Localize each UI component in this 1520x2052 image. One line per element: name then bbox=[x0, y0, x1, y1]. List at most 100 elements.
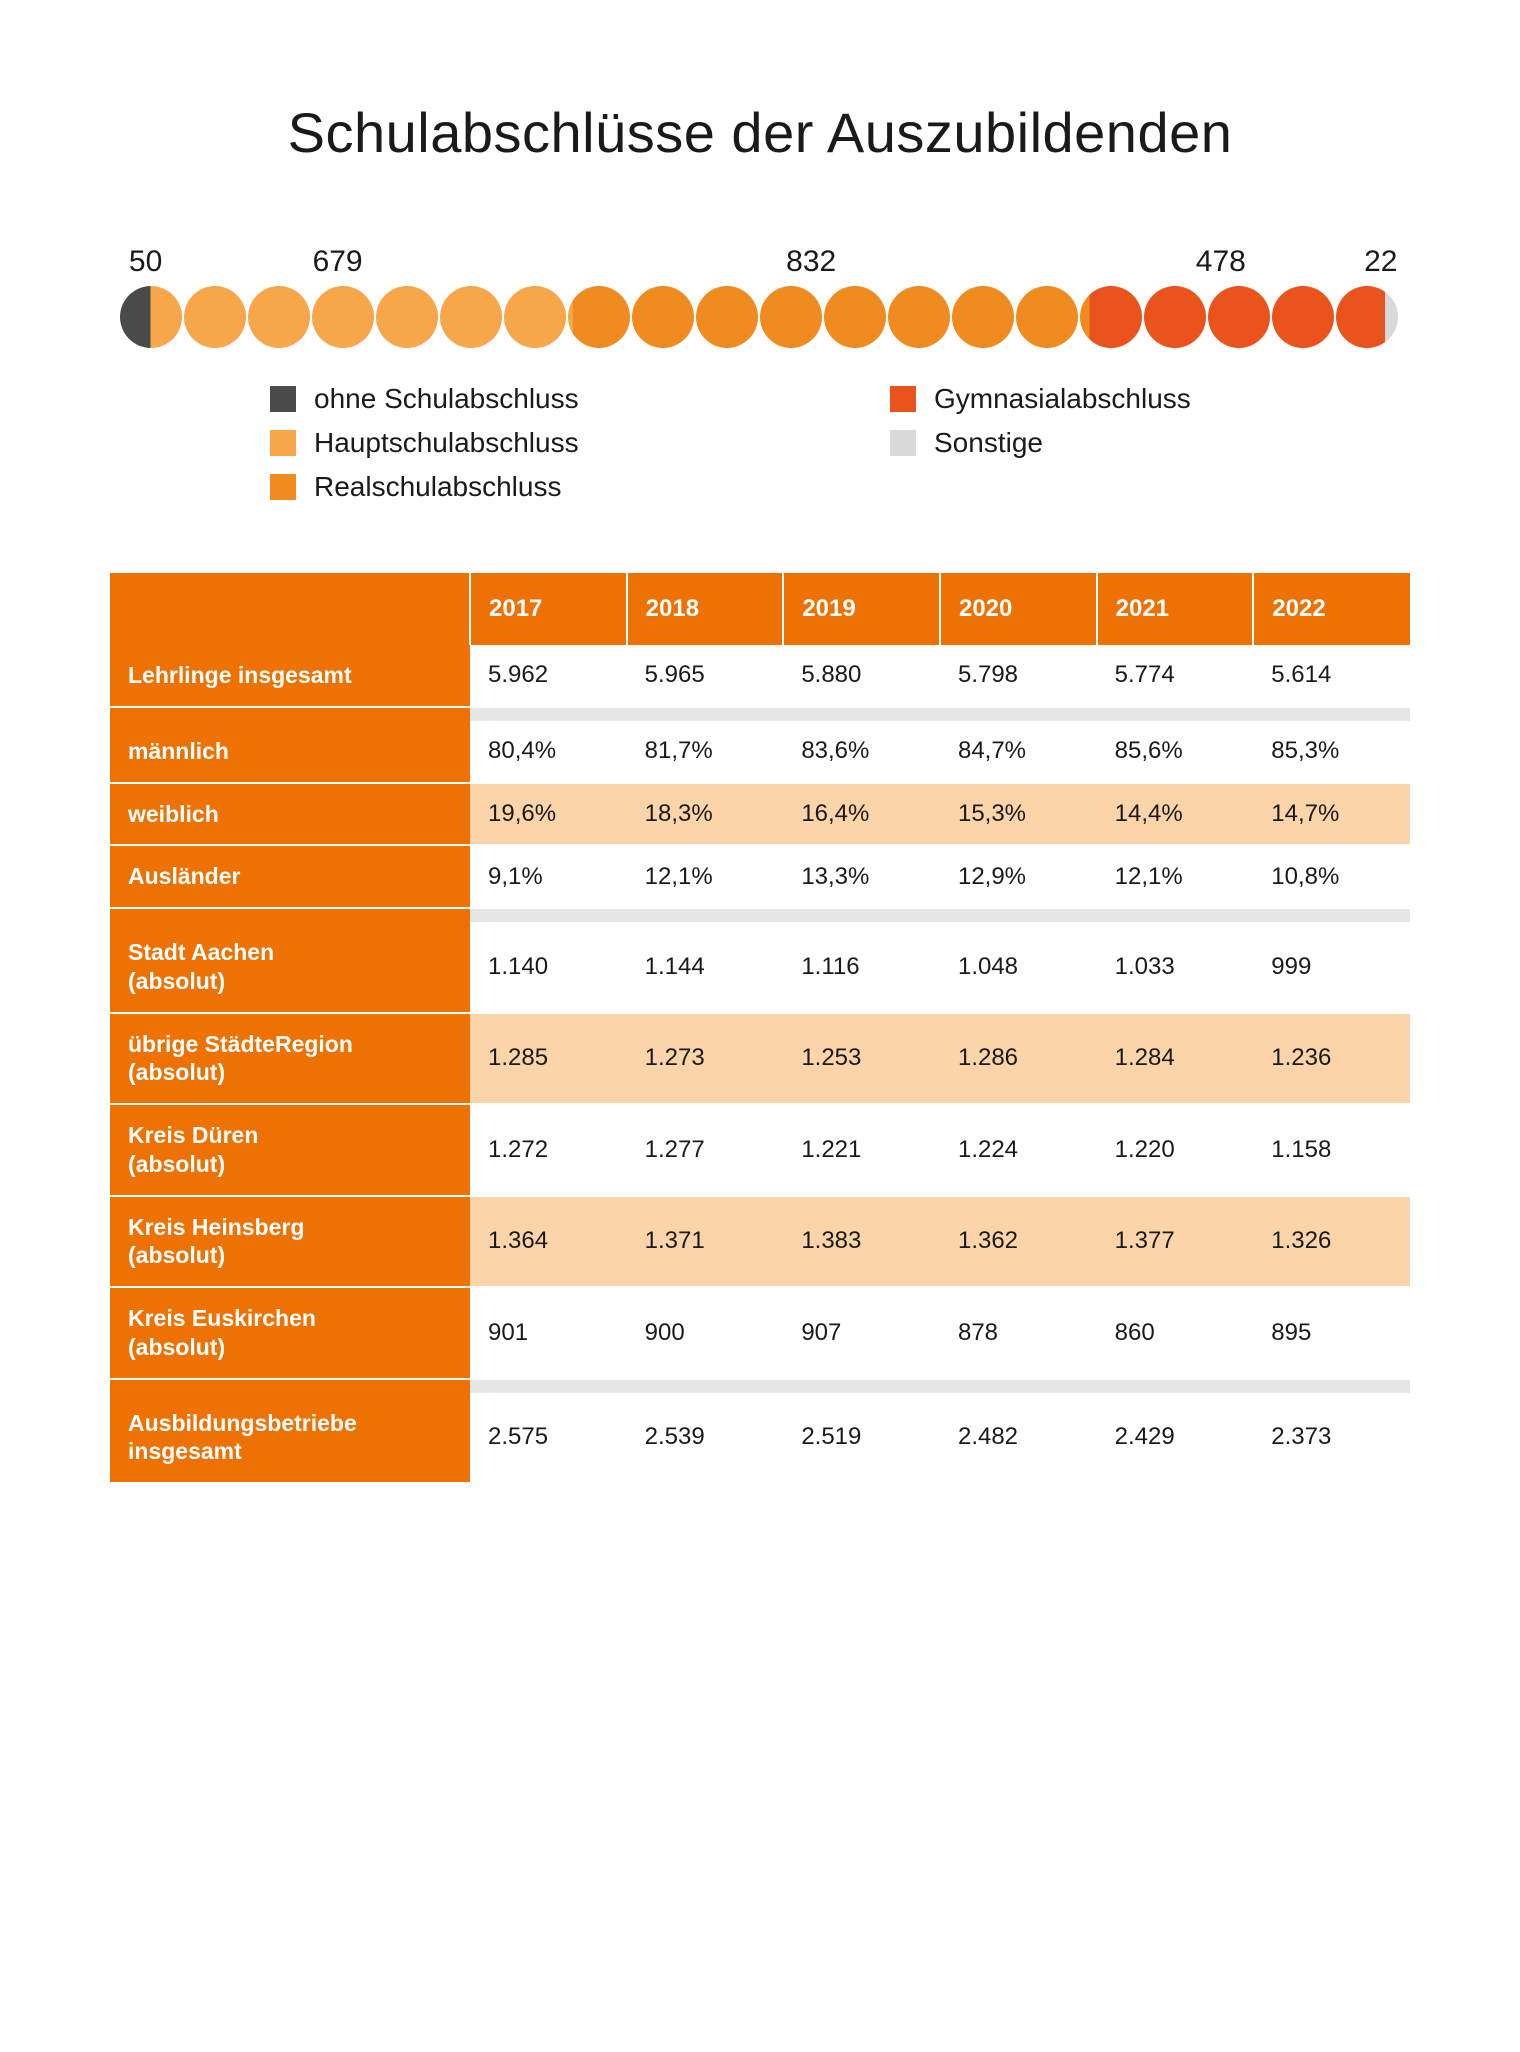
table-cell: 2.575 bbox=[470, 1393, 627, 1484]
row-label: Ausländer bbox=[110, 845, 470, 908]
dot bbox=[248, 286, 310, 348]
table-cell: 80,4% bbox=[470, 721, 627, 783]
table-cell: 1.277 bbox=[627, 1104, 784, 1196]
legend-swatch bbox=[890, 386, 916, 412]
legend-label: ohne Schulabschluss bbox=[314, 383, 579, 415]
row-label: Lehrlinge insgesamt bbox=[110, 645, 470, 707]
dot bbox=[1080, 286, 1142, 348]
row-label: Kreis Euskirchen(absolut) bbox=[110, 1287, 470, 1379]
table-spacer-row bbox=[110, 707, 1410, 721]
legend-item: Hauptschulabschluss bbox=[270, 427, 790, 459]
table-row: Kreis Heinsberg(absolut)1.3641.3711.3831… bbox=[110, 1196, 1410, 1288]
table-header-cell: 2022 bbox=[1253, 573, 1410, 645]
legend-swatch bbox=[270, 474, 296, 500]
row-label: übrige StädteRegion(absolut) bbox=[110, 1013, 470, 1105]
legend-column-1: ohne Schulabschluss Hauptschulabschluss Re… bbox=[270, 383, 790, 503]
table-cell: 13,3% bbox=[783, 845, 940, 908]
table-cell: 5.614 bbox=[1253, 645, 1410, 707]
table-cell: 1.371 bbox=[627, 1196, 784, 1288]
table-cell: 1.140 bbox=[470, 922, 627, 1013]
dot-chart-value-label: 832 bbox=[786, 245, 836, 279]
row-label: männlich bbox=[110, 721, 470, 783]
table-cell: 1.253 bbox=[783, 1013, 940, 1105]
table-cell: 85,3% bbox=[1253, 721, 1410, 783]
dot bbox=[504, 286, 566, 348]
table-cell: 1.158 bbox=[1253, 1104, 1410, 1196]
table-cell: 1.326 bbox=[1253, 1196, 1410, 1288]
legend-swatch bbox=[270, 386, 296, 412]
table-cell: 9,1% bbox=[470, 845, 627, 908]
row-label: Kreis Düren(absolut) bbox=[110, 1104, 470, 1196]
legend-column-2: Gymnasialabschluss Sonstige bbox=[890, 383, 1410, 503]
table-cell: 907 bbox=[783, 1287, 940, 1379]
table-cell: 5.965 bbox=[627, 645, 784, 707]
table-header-cell: 2018 bbox=[627, 573, 784, 645]
table-cell: 12,1% bbox=[1097, 845, 1254, 908]
dot bbox=[568, 286, 630, 348]
table-row: Ausländer9,1%12,1%13,3%12,9%12,1%10,8% bbox=[110, 845, 1410, 908]
dot bbox=[952, 286, 1014, 348]
table-cell: 901 bbox=[470, 1287, 627, 1379]
dot-chart-value-label: 22 bbox=[1364, 245, 1397, 279]
dot bbox=[888, 286, 950, 348]
table-header-cell: 2021 bbox=[1097, 573, 1254, 645]
dot bbox=[376, 286, 438, 348]
table-cell: 10,8% bbox=[1253, 845, 1410, 908]
table-cell: 83,6% bbox=[783, 721, 940, 783]
legend-item: Gymnasialabschluss bbox=[890, 383, 1410, 415]
table-cell: 860 bbox=[1097, 1287, 1254, 1379]
table-cell: 5.774 bbox=[1097, 645, 1254, 707]
legend-label: Hauptschulabschluss bbox=[314, 427, 579, 459]
dot bbox=[1144, 286, 1206, 348]
page-title: Schulabschlüsse der Auszubildenden bbox=[110, 100, 1410, 165]
row-label: Stadt Aachen(absolut) bbox=[110, 922, 470, 1013]
table-cell: 1.221 bbox=[783, 1104, 940, 1196]
legend-swatch bbox=[270, 430, 296, 456]
table-cell: 2.373 bbox=[1253, 1393, 1410, 1484]
dot-chart-value-label: 50 bbox=[129, 245, 162, 279]
table-cell: 1.362 bbox=[940, 1196, 1097, 1288]
table-row: Stadt Aachen(absolut)1.1401.1441.1161.04… bbox=[110, 922, 1410, 1013]
dot bbox=[760, 286, 822, 348]
dot bbox=[1208, 286, 1270, 348]
table-cell: 5.962 bbox=[470, 645, 627, 707]
table-spacer-row bbox=[110, 1379, 1410, 1393]
dot bbox=[696, 286, 758, 348]
legend-label: Realschulabschluss bbox=[314, 471, 561, 503]
table-cell: 878 bbox=[940, 1287, 1097, 1379]
row-label: weiblich bbox=[110, 783, 470, 846]
table-cell: 14,7% bbox=[1253, 783, 1410, 846]
table-cell: 2.429 bbox=[1097, 1393, 1254, 1484]
table-cell: 2.539 bbox=[627, 1393, 784, 1484]
table-cell: 84,7% bbox=[940, 721, 1097, 783]
row-label: Ausbildungsbetriebeinsgesamt bbox=[110, 1393, 470, 1484]
table-cell: 1.144 bbox=[627, 922, 784, 1013]
table-cell: 2.519 bbox=[783, 1393, 940, 1484]
table-row: Kreis Düren(absolut)1.2721.2771.2211.224… bbox=[110, 1104, 1410, 1196]
table-cell: 999 bbox=[1253, 922, 1410, 1013]
dot bbox=[1336, 286, 1398, 348]
table-cell: 81,7% bbox=[627, 721, 784, 783]
table-cell: 900 bbox=[627, 1287, 784, 1379]
legend-item: Sonstige bbox=[890, 427, 1410, 459]
dot bbox=[120, 286, 182, 348]
table-header-cell bbox=[110, 573, 470, 645]
dot bbox=[1272, 286, 1334, 348]
table-spacer-row bbox=[110, 908, 1410, 922]
dot-chart-value-labels: 5067983247822 bbox=[120, 245, 1400, 285]
table-cell: 1.224 bbox=[940, 1104, 1097, 1196]
dot bbox=[824, 286, 886, 348]
table-row: Kreis Euskirchen(absolut)901900907878860… bbox=[110, 1287, 1410, 1379]
dot bbox=[632, 286, 694, 348]
table-row: Ausbildungsbetriebeinsgesamt2.5752.5392.… bbox=[110, 1393, 1410, 1484]
table-cell: 1.377 bbox=[1097, 1196, 1254, 1288]
table-header-cell: 2020 bbox=[940, 573, 1097, 645]
table-cell: 1.383 bbox=[783, 1196, 940, 1288]
legend-swatch bbox=[890, 430, 916, 456]
table-cell: 5.880 bbox=[783, 645, 940, 707]
dot-chart-dots bbox=[120, 285, 1400, 349]
table-cell: 14,4% bbox=[1097, 783, 1254, 846]
table-header-cell: 2017 bbox=[470, 573, 627, 645]
table-cell: 12,9% bbox=[940, 845, 1097, 908]
legend-item: Realschulabschluss bbox=[270, 471, 790, 503]
